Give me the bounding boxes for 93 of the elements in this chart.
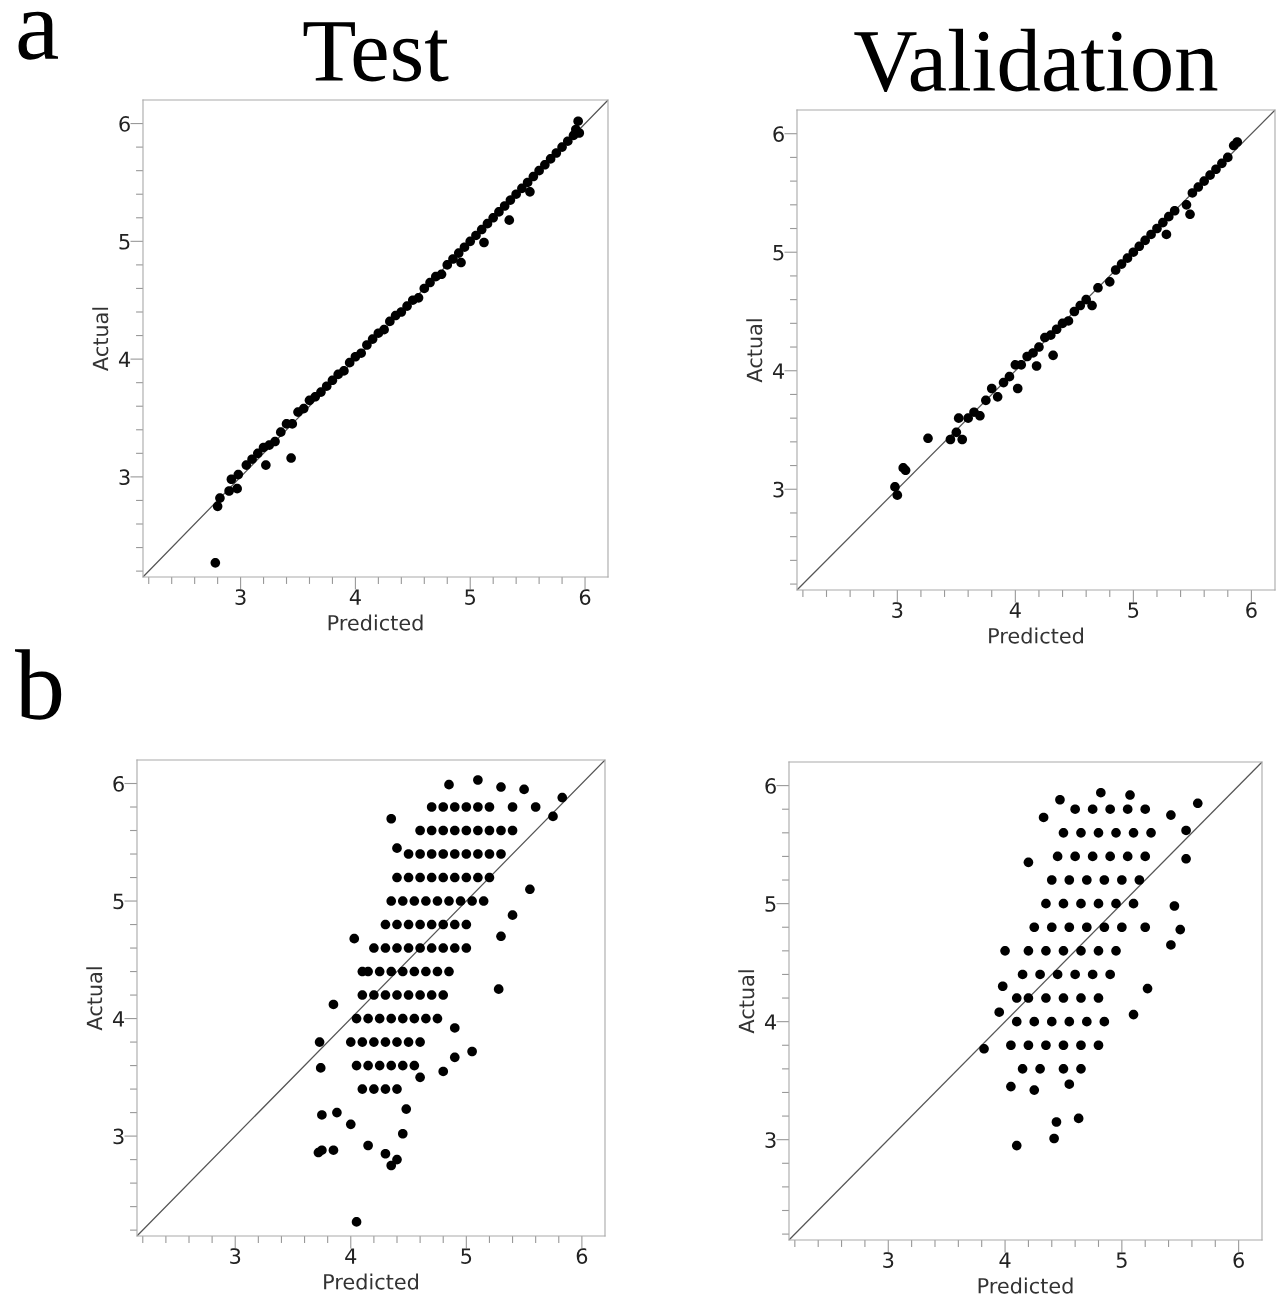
point xyxy=(1187,188,1198,198)
point xyxy=(1158,217,1168,228)
x-axis-title: Predicted xyxy=(324,1273,418,1290)
y-tick-label: 6 xyxy=(119,116,130,132)
point xyxy=(992,392,1003,402)
point xyxy=(1134,241,1145,252)
x-tick-label: 6 xyxy=(1233,1252,1244,1268)
point xyxy=(998,377,1009,388)
point xyxy=(1087,300,1097,311)
y-tick-label: 5 xyxy=(119,234,130,250)
x-tick-label: 4 xyxy=(349,589,361,605)
point xyxy=(1122,253,1133,263)
point xyxy=(1185,209,1195,220)
point xyxy=(1128,247,1139,258)
point xyxy=(1045,330,1056,340)
point xyxy=(1232,137,1243,147)
y-tick-label: 3 xyxy=(773,481,784,498)
point xyxy=(1152,223,1162,234)
y-axis-title: Actual xyxy=(92,307,109,371)
point xyxy=(1161,229,1172,240)
point xyxy=(945,434,956,445)
point xyxy=(957,434,968,445)
x-tick-label: 4 xyxy=(345,1248,357,1264)
y-tick-label: 4 xyxy=(112,1011,125,1027)
point xyxy=(1146,229,1156,240)
x-tick-label: 3 xyxy=(235,589,246,605)
y-tick-label: 6 xyxy=(113,775,124,792)
point xyxy=(890,482,900,492)
point xyxy=(1048,350,1058,361)
point xyxy=(953,413,964,423)
point xyxy=(1031,361,1042,371)
chart-title: Validation xyxy=(854,28,1218,92)
point xyxy=(1051,324,1062,335)
point xyxy=(1222,152,1233,163)
chart-title: Test xyxy=(303,22,449,82)
x-axis-title: Predicted xyxy=(978,1277,1073,1294)
y-tick-label: 4 xyxy=(764,1014,777,1030)
point xyxy=(951,427,962,438)
point xyxy=(1193,182,1204,192)
x-tick-label: 4 xyxy=(999,1252,1011,1268)
y-tick-label: 3 xyxy=(119,469,130,486)
y-tick-label: 6 xyxy=(765,778,776,794)
point xyxy=(1181,200,1192,210)
x-tick-label: 3 xyxy=(883,1252,894,1268)
y-tick-label: 4 xyxy=(118,351,131,368)
x-tick-label: 5 xyxy=(465,589,476,605)
y-tick-label: 5 xyxy=(773,244,784,261)
point xyxy=(1110,265,1121,275)
x-tick-label: 5 xyxy=(1116,1252,1127,1268)
point xyxy=(1063,316,1074,326)
x-tick-label: 6 xyxy=(1246,602,1257,618)
point xyxy=(1205,170,1215,180)
point xyxy=(1169,205,1180,216)
y-tick-label: 3 xyxy=(765,1132,776,1148)
point xyxy=(1004,371,1015,382)
point xyxy=(1081,294,1091,305)
point xyxy=(1199,176,1209,186)
y-tick-label: 6 xyxy=(773,126,784,142)
y-tick-label: 5 xyxy=(113,893,124,910)
y-tick-label: 5 xyxy=(765,896,776,912)
point xyxy=(1163,211,1174,222)
point xyxy=(1140,235,1150,246)
x-axis-title: Predicted xyxy=(328,614,423,631)
point xyxy=(1012,383,1023,394)
point xyxy=(1069,306,1080,317)
y-tick-label: 4 xyxy=(772,363,785,379)
x-tick-label: 3 xyxy=(892,602,903,618)
text: b xyxy=(15,649,62,720)
point xyxy=(892,490,903,500)
point xyxy=(981,395,991,406)
x-tick-label: 4 xyxy=(1009,602,1021,618)
x-tick-label: 6 xyxy=(576,1248,588,1264)
point xyxy=(1104,277,1115,287)
point xyxy=(986,383,997,394)
x-tick-label: 5 xyxy=(1128,602,1139,618)
x-tick-label: 5 xyxy=(461,1248,472,1264)
point xyxy=(963,413,973,423)
point xyxy=(1211,164,1221,175)
point xyxy=(923,433,933,444)
y-tick-label: 3 xyxy=(113,1128,124,1145)
y-axis-title: Actual xyxy=(746,319,763,383)
y-axis-title: Actual xyxy=(738,970,755,1034)
y-axis-title: Actual xyxy=(86,967,103,1031)
point xyxy=(1217,158,1227,169)
point xyxy=(1093,282,1103,293)
x-tick-label: 3 xyxy=(230,1248,241,1264)
point xyxy=(1116,259,1127,269)
point xyxy=(1028,348,1038,358)
x-tick-label: 6 xyxy=(579,589,591,605)
point xyxy=(1034,342,1044,352)
x-axis-title: Predicted xyxy=(989,627,1083,644)
text: a xyxy=(18,11,59,60)
point xyxy=(975,410,985,421)
